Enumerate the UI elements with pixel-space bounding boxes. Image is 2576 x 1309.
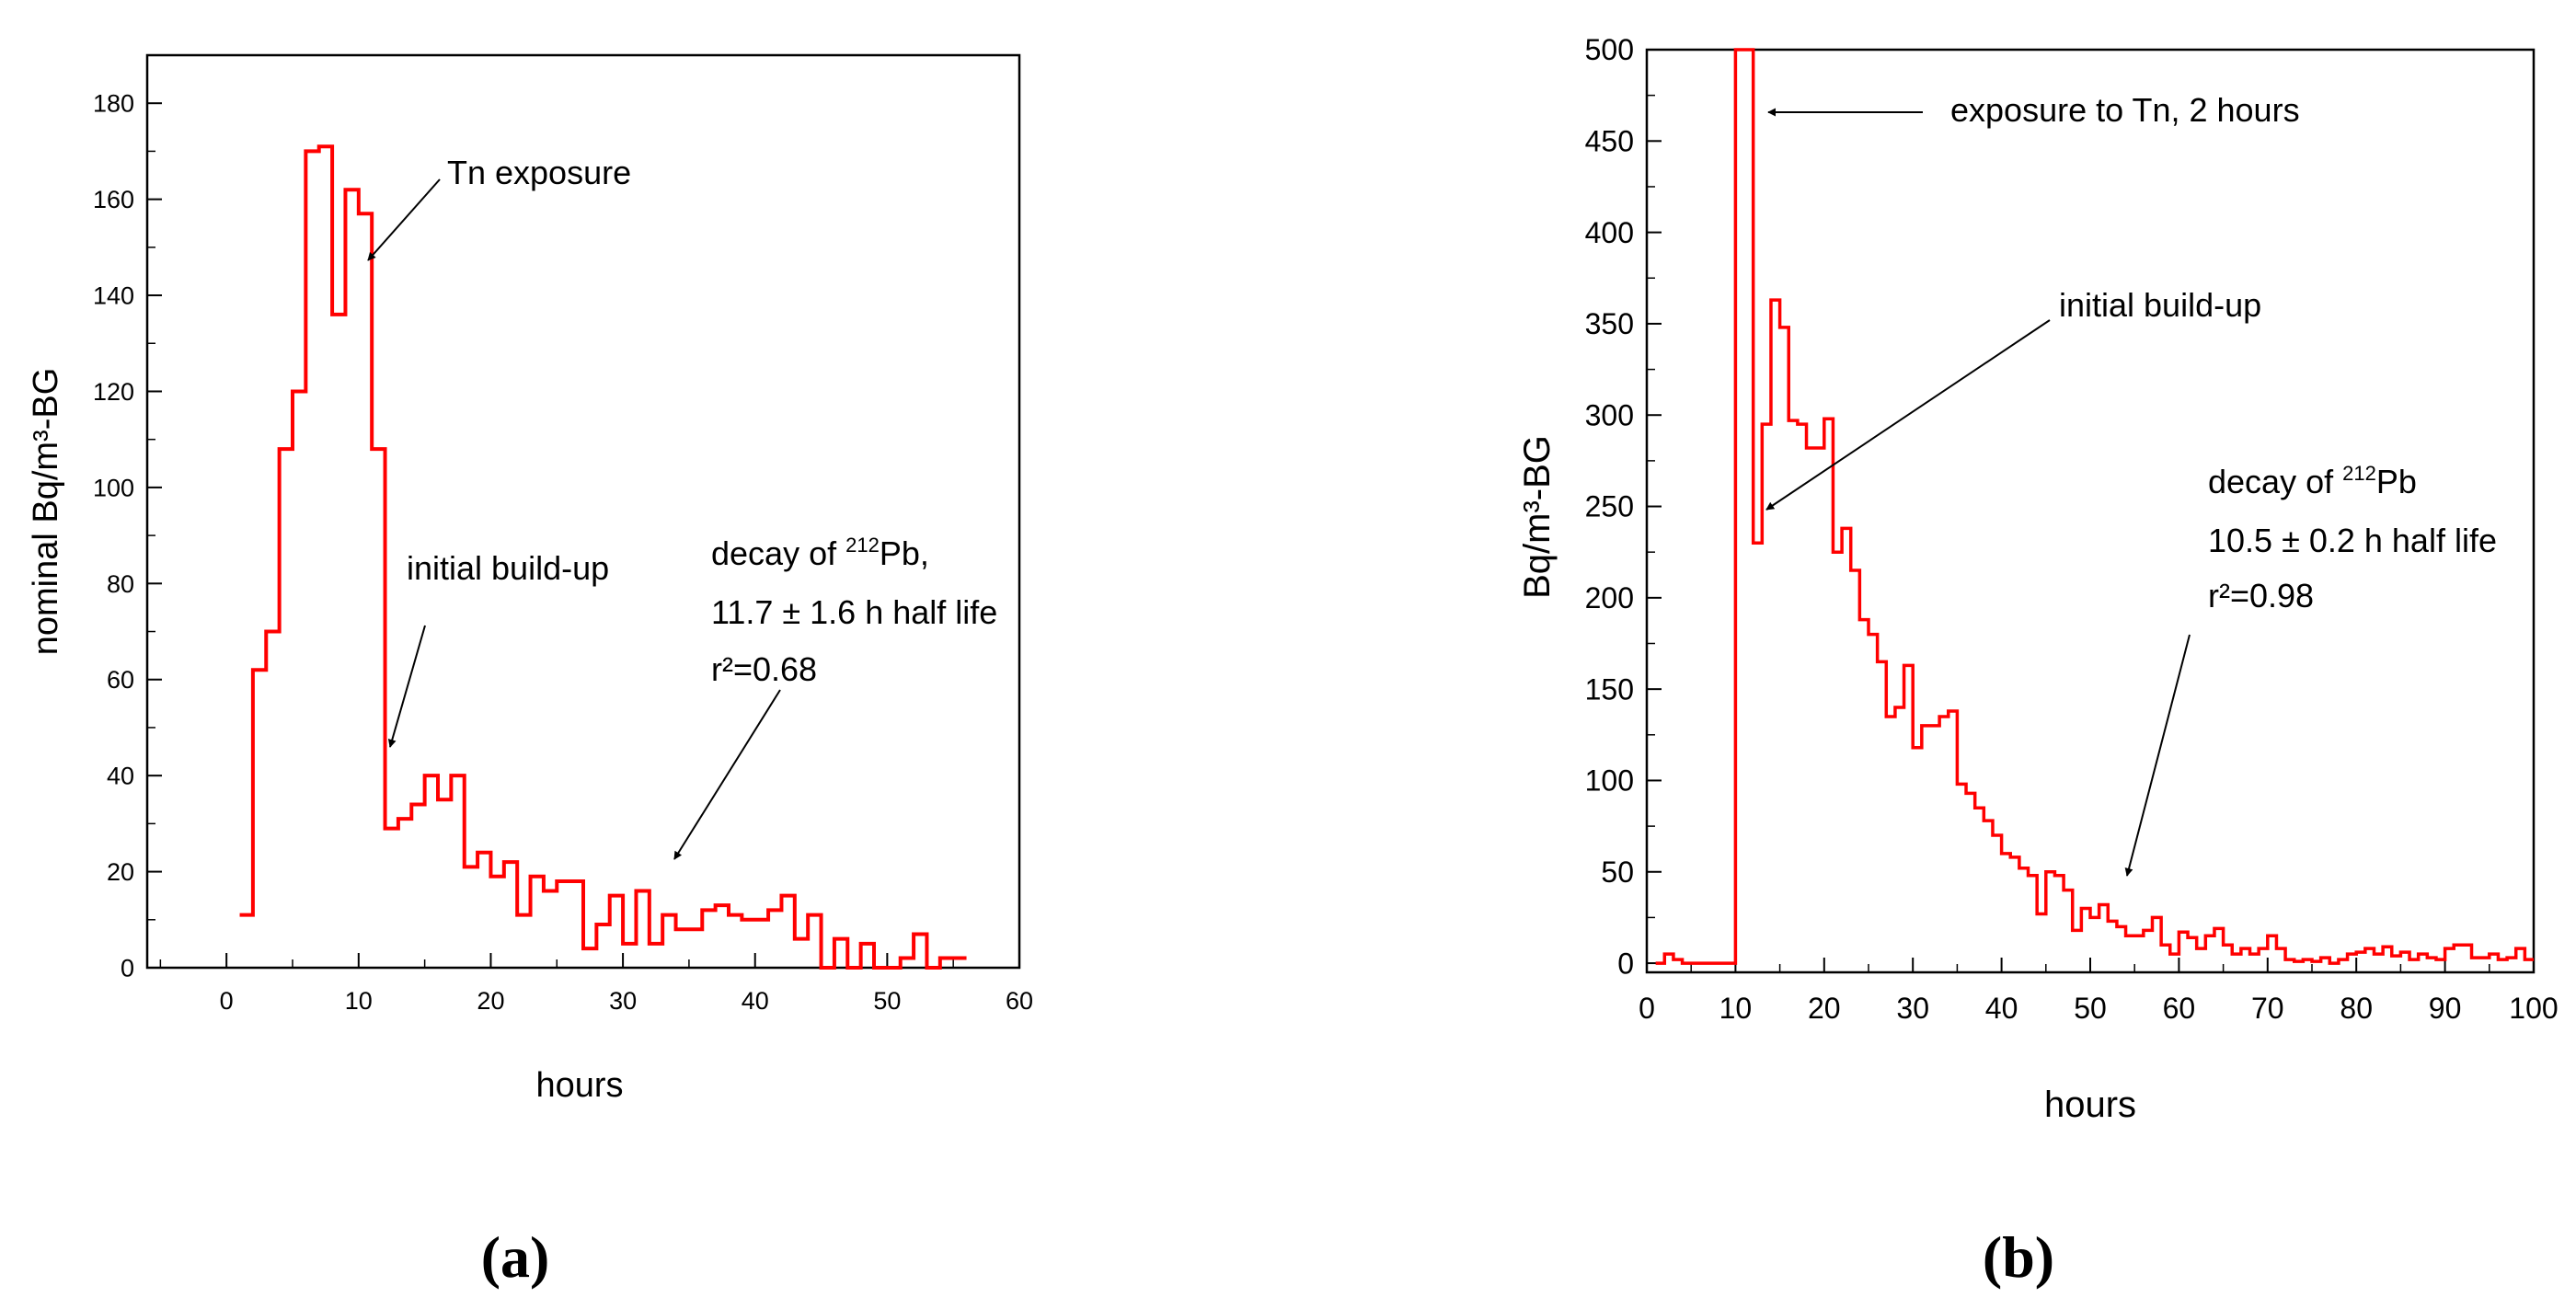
y-tick-label: 250 <box>1585 490 1634 523</box>
x-tick-label: 50 <box>2074 992 2107 1025</box>
y-axis-ticks-a: 0 20 40 60 80 100 120 140 160 180 <box>93 90 162 982</box>
x-tick-label: 40 <box>742 987 769 1015</box>
y-tick-label: 120 <box>93 378 134 406</box>
annotation-decay-a-halflife: 11.7 ± 1.6 h half life <box>711 593 997 631</box>
x-axis-label-b: hours <box>2044 1085 2136 1125</box>
x-tick-label: 20 <box>1808 992 1841 1025</box>
arrow-decay-a <box>673 689 781 860</box>
x-tick-label: 100 <box>2509 992 2558 1025</box>
y-axis-ticks-b: 0 50 100 150 200 250 300 350 400 450 500 <box>1585 33 1662 980</box>
x-tick-label: 10 <box>345 987 373 1015</box>
annotation-decay-a-sup: 212 <box>845 534 880 557</box>
x-tick-label: 0 <box>220 987 234 1015</box>
y-tick-label: 80 <box>107 570 134 598</box>
x-tick-label: 50 <box>873 987 901 1015</box>
x-tick-label: 30 <box>609 987 637 1015</box>
arrow-initial-buildup-a <box>387 625 426 748</box>
arrow-initial-buildup-b <box>1765 319 2051 511</box>
y-axis-label-b: Bq/m³-BG <box>1517 435 1558 599</box>
y-tick-label: 500 <box>1585 33 1634 66</box>
annotation-initial-buildup-b: initial build-up <box>2059 286 2261 324</box>
x-axis-label-a: hours <box>535 1066 623 1105</box>
y-axis-label-a: nominal Bq/m³-BG <box>27 368 65 656</box>
annotation-decay-a-r2: r²=0.68 <box>711 650 817 688</box>
x-tick-label: 30 <box>1896 992 1929 1025</box>
annotation-tn-exposure-a: Tn exposure <box>447 154 631 191</box>
x-tick-label: 90 <box>2429 992 2462 1025</box>
y-tick-label: 150 <box>1585 672 1634 706</box>
y-tick-label: 200 <box>1585 581 1634 614</box>
y-tick-label: 0 <box>1617 947 1634 980</box>
y-tick-label: 20 <box>107 858 134 886</box>
arrow-tn-exposure-a <box>367 178 441 261</box>
chart-panel-b: 0 10 20 30 40 50 60 70 80 90 100 0 50 100 150 200 250 30… <box>1517 33 2559 1125</box>
x-tick-label: 10 <box>1719 992 1753 1025</box>
y-tick-label: 60 <box>107 666 134 694</box>
annotation-decay-b-r2: r²=0.98 <box>2208 577 2314 614</box>
y-tick-label: 100 <box>1585 764 1634 798</box>
chart-panel-a: 0 10 20 30 40 50 60 0 20 40 60 80 100 120 140 160 180 h… <box>27 53 1033 1105</box>
annotation-decay-b-halflife: 10.5 ± 0.2 h half life <box>2208 522 2497 559</box>
annotation-decay-a-suffix: Pb, <box>880 534 929 572</box>
y-tick-label: 450 <box>1585 125 1634 158</box>
y-tick-label: 40 <box>107 763 134 790</box>
annotation-decay-b-sup: 212 <box>2342 462 2376 485</box>
x-tick-label: 60 <box>2163 992 2196 1025</box>
x-axis-ticks-a: 0 10 20 30 40 50 60 <box>159 953 1033 1015</box>
annotation-decay-b: decay of 212Pb <box>2208 462 2417 500</box>
x-axis-ticks-b: 0 10 20 30 40 50 60 70 80 90 100 <box>1639 958 2559 1025</box>
y-tick-label: 0 <box>121 954 134 982</box>
panel-letter-a: (a) <box>481 1224 550 1290</box>
y-tick-label: 300 <box>1585 398 1634 431</box>
y-tick-label: 350 <box>1585 307 1634 340</box>
plot-frame-a <box>145 53 1021 970</box>
y-tick-label: 400 <box>1585 216 1634 249</box>
series-line-a <box>239 144 967 970</box>
y-tick-label: 140 <box>93 282 134 310</box>
arrow-decay-b <box>2124 634 2191 877</box>
x-tick-label: 60 <box>1006 987 1033 1015</box>
annotation-decay-a-prefix: decay of <box>711 534 845 572</box>
y-tick-label: 100 <box>93 474 134 501</box>
y-tick-label: 180 <box>93 90 134 118</box>
annotation-exposure-b: exposure to Tn, 2 hours <box>1950 91 2300 129</box>
annotation-decay-b-prefix: decay of <box>2208 463 2342 500</box>
panel-letter-b: (b) <box>1983 1224 2054 1290</box>
series-line-b <box>1655 48 2534 965</box>
annotation-initial-buildup-a: initial build-up <box>407 549 609 587</box>
annotation-decay-b-suffix: Pb <box>2376 463 2417 500</box>
annotation-decay-a: decay of 212Pb, <box>711 534 929 572</box>
x-tick-label: 70 <box>2251 992 2284 1025</box>
x-tick-label: 0 <box>1639 992 1655 1025</box>
x-tick-label: 80 <box>2340 992 2373 1025</box>
x-tick-label: 40 <box>1985 992 2018 1025</box>
y-tick-label: 50 <box>1601 855 1634 889</box>
y-tick-label: 160 <box>93 186 134 213</box>
plot-frame-b <box>1645 48 2536 974</box>
x-tick-label: 20 <box>477 987 504 1015</box>
